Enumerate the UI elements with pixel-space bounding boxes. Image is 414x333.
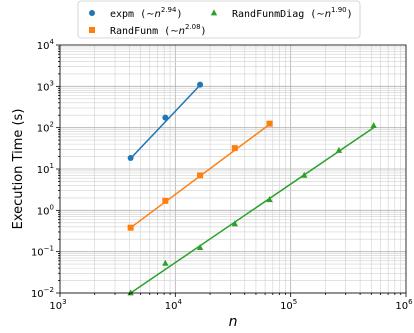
legend: expm (∼n2.94)RandFunm (∼n2.08)RandFunmDi…	[77, 0, 361, 39]
data-markers	[127, 81, 377, 296]
tick-base: 10	[31, 248, 44, 259]
legend-approx: ∼	[170, 26, 178, 37]
x-tick-label: 105	[280, 298, 297, 312]
tick-base: 10	[49, 301, 62, 312]
expm-data-point	[162, 114, 169, 121]
randfunmdiag-data-point	[231, 220, 238, 227]
legend-exponent: 1.90	[331, 6, 347, 14]
y-tick-label: 10−2	[31, 286, 54, 300]
expm-legend-marker	[89, 10, 95, 16]
randfunm-data-point	[231, 145, 238, 152]
randfunm-legend-marker	[89, 27, 95, 33]
x-tick-label: 106	[395, 298, 413, 312]
tick-base: 10	[395, 301, 408, 312]
legend-close-paren: )	[176, 9, 182, 20]
expm-fit-line	[130, 84, 201, 159]
legend-variable: n	[179, 26, 185, 37]
randfunmdiag-data-point	[162, 259, 169, 266]
y-tick-label: 100	[37, 203, 54, 217]
legend-close-paren: )	[347, 9, 353, 20]
randfunmdiag-data-point	[335, 146, 343, 153]
legend-variable: n	[325, 9, 331, 20]
randfunmdiag-data-point	[370, 122, 377, 129]
legend-series-name: expm (	[110, 9, 146, 20]
tick-exponent: 0	[50, 203, 54, 211]
legend-series-name: RandFunmDiag (	[232, 9, 316, 20]
tick-base: 10	[37, 82, 50, 93]
randfunmdiag-data-point	[196, 244, 204, 251]
tick-base: 10	[37, 165, 50, 176]
legend-approx: ∼	[316, 9, 324, 20]
tick-exponent: 4	[177, 298, 182, 306]
x-tick-label: 104	[165, 298, 183, 312]
randfunmdiag-data-point	[301, 171, 308, 178]
tick-base: 10	[37, 41, 50, 52]
tick-base: 10	[165, 301, 178, 312]
tick-exponent: −2	[44, 286, 54, 294]
x-axis-label: n	[229, 314, 238, 330]
y-tick-label: 103	[37, 79, 54, 93]
legend-variable: n	[155, 9, 161, 20]
legend-close-paren: )	[201, 26, 207, 37]
tick-exponent: 2	[50, 121, 54, 129]
y-tick-label: 101	[37, 162, 54, 176]
legend-box	[77, 0, 361, 39]
randfunm-data-point	[127, 224, 134, 231]
x-tick-label: 103	[49, 298, 66, 312]
expm-data-point	[127, 154, 134, 161]
legend-series-name: RandFunm (	[110, 26, 170, 37]
tick-exponent: 1	[50, 162, 54, 170]
randfunmdiag-legend-label: RandFunmDiag (∼n1.90)	[232, 6, 353, 20]
randfunm-data-point	[266, 120, 273, 127]
randfunm-legend-label: RandFunm (∼n2.08)	[110, 23, 207, 37]
tick-base: 10	[37, 124, 50, 135]
tick-exponent: 6	[408, 298, 413, 306]
legend-exponent: 2.94	[161, 6, 177, 14]
y-axis-label: Execution Time (s)	[11, 109, 26, 230]
grid	[59, 45, 406, 294]
randfunm-data-point	[197, 172, 204, 179]
axis-ticks	[56, 44, 407, 297]
tick-exponent: 3	[50, 79, 54, 87]
y-tick-label: 104	[37, 38, 55, 52]
tick-exponent: 3	[62, 298, 66, 306]
y-tick-label: 10−1	[31, 245, 54, 259]
tick-base: 10	[37, 206, 50, 217]
expm-data-point	[197, 81, 204, 88]
randfunmdiag-data-point	[266, 196, 273, 203]
tick-exponent: 5	[293, 298, 297, 306]
legend-exponent: 2.08	[185, 23, 201, 31]
randfunmdiag-data-point	[127, 289, 134, 296]
tick-exponent: 4	[50, 38, 55, 46]
tick-exponent: −1	[44, 245, 54, 253]
expm-legend-label: expm (∼n2.94)	[110, 6, 182, 20]
tick-base: 10	[280, 301, 293, 312]
randfunm-data-point	[162, 197, 169, 204]
y-tick-label: 102	[37, 121, 54, 135]
randfunmdiag-fit-line	[130, 127, 375, 294]
legend-approx: ∼	[146, 9, 154, 20]
randfunmdiag-legend-marker	[210, 9, 218, 16]
tick-base: 10	[31, 289, 44, 300]
